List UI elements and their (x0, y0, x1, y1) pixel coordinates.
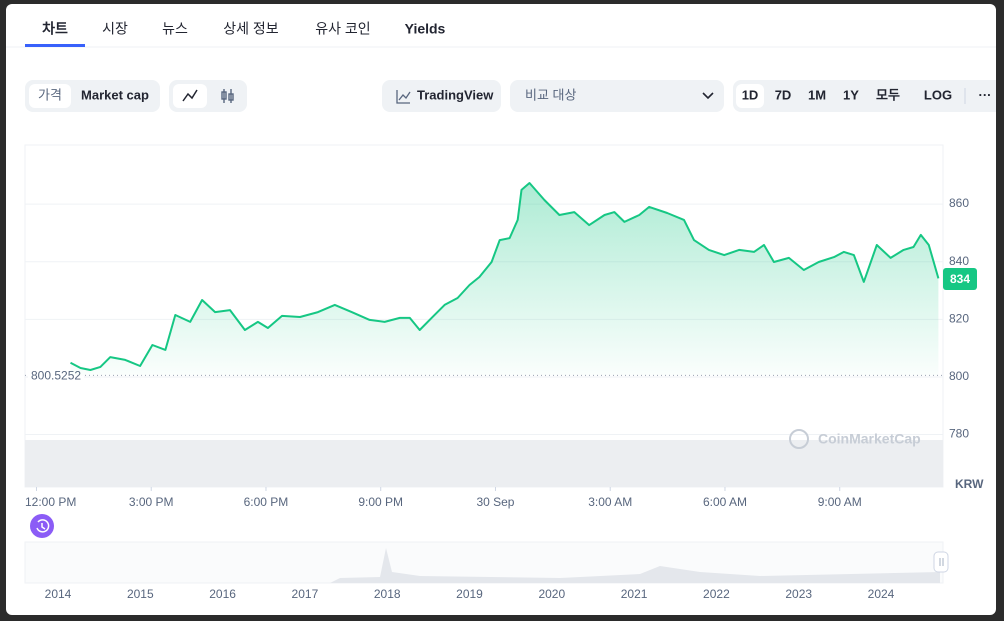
tab[interactable]: 상세 정보 (223, 21, 279, 37)
tv-icon (396, 90, 411, 104)
year-label: 2017 (292, 587, 319, 601)
range-option[interactable]: 1M (808, 87, 826, 102)
candle-icon[interactable] (221, 89, 234, 103)
price-badge-label: 834 (950, 272, 970, 286)
x-tick-label: 3:00 AM (588, 495, 632, 509)
unit-label: KRW (955, 477, 984, 491)
year-label: 2014 (45, 587, 72, 601)
chevron (702, 92, 714, 100)
series: 834 (70, 182, 977, 376)
range-option[interactable]: 1Y (843, 87, 859, 102)
tab[interactable]: Yields (405, 21, 446, 37)
tab[interactable]: 유사 코인 (315, 21, 370, 37)
x-tick-label: 30 Sep (476, 495, 514, 509)
watermark-logo (789, 429, 809, 449)
tradingview-button[interactable] (382, 80, 501, 112)
navigator-area (25, 548, 940, 583)
x-tick-label: 6:00 PM (244, 495, 289, 509)
x-tick-label: 6:00 AM (703, 495, 747, 509)
x-tick-label: 3:00 PM (129, 495, 174, 509)
page: 780 800 820 840 860 12:00 PM 3:00 PM 6:00 PM 9:0… (6, 4, 996, 615)
x-tick-label: 12:00 PM (25, 495, 76, 509)
y-tick-label: 820 (949, 311, 969, 325)
volume-area (25, 440, 943, 487)
year-label: 2018 (374, 587, 401, 601)
history-icon (36, 519, 50, 533)
y-tick-label: 780 (949, 427, 969, 441)
range-group (733, 80, 996, 112)
tab[interactable]: 차트 (42, 21, 68, 37)
range-option[interactable]: 모두 (876, 87, 900, 102)
price-line (70, 182, 940, 371)
year-label: 2022 (703, 587, 730, 601)
year-label: 2023 (785, 587, 812, 601)
navigator-handle[interactable] (933, 551, 949, 573)
x-tick-label: 9:00 PM (358, 495, 403, 509)
range-active[interactable] (736, 84, 764, 108)
tab[interactable]: 시장 (102, 21, 128, 37)
compare-label[interactable]: 비교 대상 (525, 87, 576, 102)
grid: 780 800 820 840 860 12:00 PM 3:00 PM 6:00 PM 9:0… (25, 196, 969, 509)
year-label: 2024 (868, 587, 895, 601)
year-label: 2020 (538, 587, 565, 601)
controls: 가격 Market cap TradingView 비교 대상 1D 7D 1M 1Y 모두 LO… (38, 84, 992, 108)
compare-dropdown[interactable] (510, 80, 724, 112)
year-label: 2019 (456, 587, 483, 601)
range-option[interactable]: 1D (742, 87, 759, 102)
y-tick-label: 860 (949, 196, 969, 210)
y-tick-label: 840 (949, 254, 969, 268)
tabs: 차트 시장 뉴스 상세 정보 유사 코인 Yields (25, 21, 446, 47)
line-icon (182, 89, 198, 102)
toggle-option[interactable]: 가격 (38, 87, 62, 102)
y-tick-label: 800 (949, 369, 969, 383)
ui: 780 800 820 840 860 12:00 PM 3:00 PM 6:00 PM 9:0… (6, 21, 996, 601)
x-tick-label: 9:00 AM (818, 495, 862, 509)
toggle-active[interactable] (29, 84, 71, 108)
reference-label-bg (28, 367, 84, 384)
area-fill (70, 183, 939, 376)
watermark: CoinMarketCap (818, 431, 921, 447)
tradingview-label[interactable]: TradingView (417, 87, 494, 102)
year-label: 2016 (209, 587, 236, 601)
tab-underline (25, 44, 85, 47)
toggle-option[interactable]: Market cap (81, 87, 149, 102)
tab[interactable]: 뉴스 (162, 21, 188, 37)
range-option[interactable]: LOG (924, 87, 952, 102)
reference-label: 800.5252 (31, 369, 81, 383)
year-axis: 2014 2015 2016 2017 2018 2019 2020 2021 2022 2023… (45, 587, 895, 601)
year-label: 2021 (621, 587, 648, 601)
year-label: 2015 (127, 587, 154, 601)
more-button[interactable]: ··· (979, 87, 992, 102)
price-badge (943, 267, 977, 290)
range-option[interactable]: 7D (775, 87, 792, 102)
